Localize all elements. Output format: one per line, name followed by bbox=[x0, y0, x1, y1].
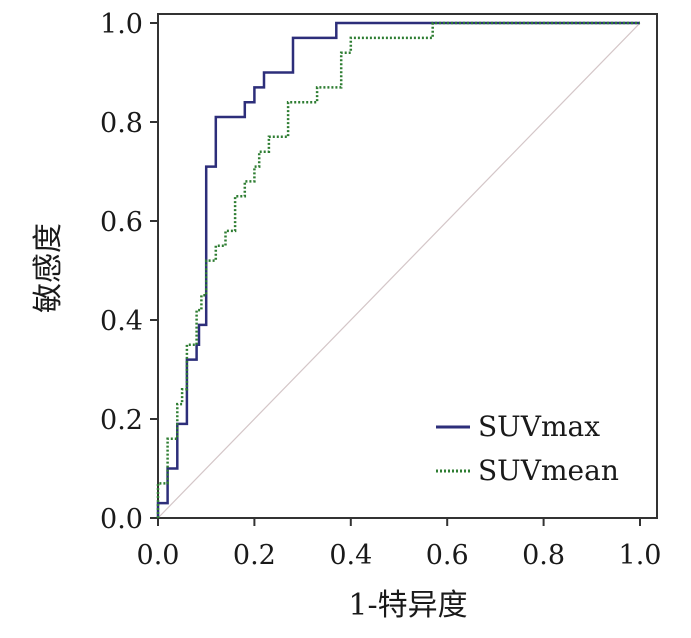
series-line-suvmax bbox=[156, 21, 640, 518]
legend-label-suvmean: SUVmean bbox=[478, 454, 619, 487]
x-tick-label: 0.6 bbox=[426, 540, 469, 571]
series-layer bbox=[156, 21, 640, 518]
y-axis: 0.0 0.2 0.4 0.6 0.8 1.0 bbox=[100, 9, 158, 535]
y-tick-label: 0.4 bbox=[100, 306, 143, 337]
y-axis-title: 敏感度 bbox=[31, 223, 66, 313]
x-tick-label: 0.0 bbox=[137, 540, 180, 571]
x-tick-label: 0.8 bbox=[522, 540, 565, 571]
y-tick-label: 0.6 bbox=[100, 207, 143, 238]
plot-area-frame bbox=[157, 13, 658, 519]
legend-label-suvmax: SUVmax bbox=[478, 410, 600, 443]
y-tick-label: 1.0 bbox=[100, 9, 143, 40]
x-tick-label: 1.0 bbox=[619, 540, 662, 571]
reference-diagonal-line bbox=[157, 22, 641, 519]
x-tick-label: 0.2 bbox=[233, 540, 276, 571]
y-tick-label: 0.2 bbox=[100, 405, 143, 436]
y-tick-label: 0.8 bbox=[100, 108, 143, 139]
series-line-suvmean bbox=[156, 21, 640, 518]
x-tick-label: 0.4 bbox=[329, 540, 372, 571]
y-tick-label: 0.0 bbox=[100, 504, 143, 535]
legend: SUVmax SUVmean bbox=[436, 410, 619, 487]
x-axis-title: 1-特异度 bbox=[348, 588, 467, 623]
x-axis: 0.0 0.2 0.4 0.6 0.8 1.0 bbox=[137, 518, 662, 571]
